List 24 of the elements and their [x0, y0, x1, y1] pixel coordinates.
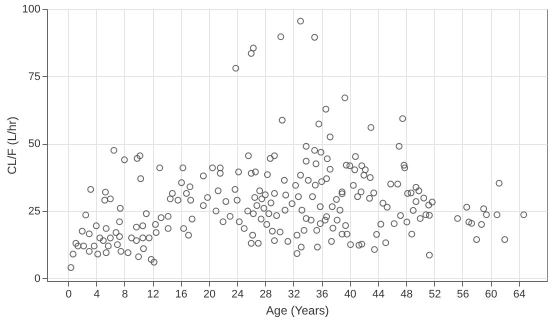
x-tick-label: 40	[344, 288, 356, 300]
y-tick-label: 25	[28, 205, 40, 218]
y-tick-label: 100	[22, 4, 40, 16]
x-tick-label: 36	[316, 288, 328, 300]
y-axis-title: CL/F (L/hr)	[5, 116, 20, 175]
x-tick-label: 52	[428, 288, 441, 300]
x-tick-label: 16	[175, 288, 188, 300]
x-tick-label: 12	[147, 288, 160, 300]
x-tick-label: 60	[485, 288, 498, 300]
x-tick-label: 56	[456, 288, 470, 300]
x-tick-label: 0	[66, 288, 72, 300]
x-tick-label: 8	[122, 288, 128, 300]
x-tick-label: 64	[513, 288, 526, 300]
x-tick-label: 24	[232, 288, 244, 300]
y-tick-label: 0	[34, 272, 40, 285]
y-tick-label: 75	[28, 70, 40, 83]
y-tick-label: 50	[28, 138, 40, 150]
x-tick-label: 48	[400, 288, 413, 300]
x-axis-title: Age (Years)	[266, 304, 329, 318]
x-tick-label: 44	[372, 288, 385, 300]
x-tick-label: 28	[260, 288, 272, 300]
x-tick-label: 4	[94, 288, 100, 300]
x-tick-label: 20	[203, 288, 216, 300]
x-tick-label: 32	[288, 288, 300, 300]
